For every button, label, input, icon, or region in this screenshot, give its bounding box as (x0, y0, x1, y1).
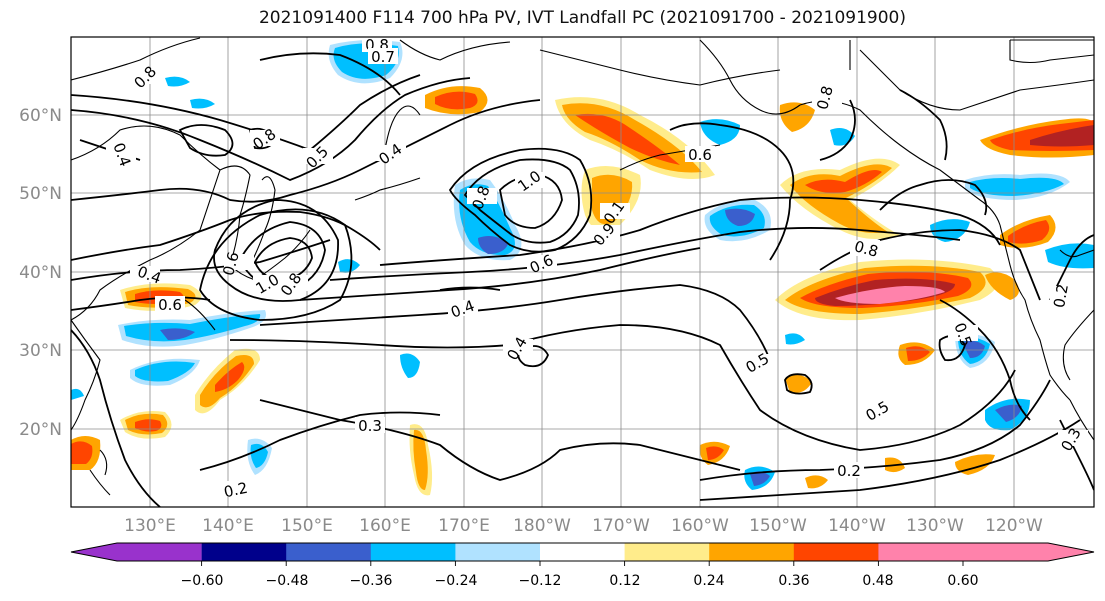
colorbar-tick-label: 0.36 (778, 573, 809, 589)
colorbar: −0.60 −0.48 −0.36 −0.24 −0.12 0.12 0.24 … (70, 542, 1095, 589)
lat-label: 50°N (19, 184, 62, 204)
colorbar-tick-label: 0.60 (947, 573, 978, 589)
colorbar-cell (793, 543, 879, 561)
map-title: 2021091400 F114 700 hPa PV, IVT Landfall… (258, 8, 906, 28)
lon-label: 160°W (671, 516, 729, 536)
lon-label: 170°W (592, 516, 650, 536)
contour-label: 0.8 (813, 84, 837, 112)
colorbar-cell (71, 543, 202, 561)
colorbar-cell (878, 543, 1094, 561)
contour-label: 0.2 (1050, 283, 1072, 310)
lon-label: 140°E (202, 516, 254, 536)
contour-label: 0.6 (219, 250, 243, 278)
colorbar-cell (455, 543, 541, 561)
colorbar-cells (71, 543, 1094, 561)
colorbar-cell (540, 543, 626, 561)
longitude-labels: 130°E 140°E 150°E 160°E 170°E 180°W 170°… (124, 516, 1043, 536)
lon-label: 150°W (749, 516, 807, 536)
contour-label: 0.8 (852, 237, 880, 261)
lon-label: 180°W (513, 516, 571, 536)
pv-contours (71, 52, 1094, 507)
contour-label: 0.6 (688, 146, 712, 164)
lat-label: 20°N (19, 420, 62, 440)
map-plot-area: 0.8 0.7 0.8 0.4 0.5 0.4 0.8 1.0 0.8 0.1 … (71, 37, 1094, 507)
colorbar-cell (201, 543, 287, 561)
colorbar-tick-label: 0.24 (693, 573, 724, 589)
colorbar-tick-label: −0.24 (435, 573, 478, 589)
lat-label: 60°N (19, 106, 62, 126)
colorbar-tick-label: 0.12 (609, 573, 640, 589)
lon-label: 140°W (828, 516, 886, 536)
lon-label: 120°W (985, 516, 1043, 536)
contour-label: 0.2 (837, 462, 861, 480)
contour-labels: 0.8 0.7 0.8 0.4 0.5 0.4 0.8 1.0 0.8 0.1 … (106, 37, 1088, 502)
lon-label: 130°W (906, 516, 964, 536)
colorbar-cell (709, 543, 795, 561)
contour-label: 0.3 (358, 417, 382, 435)
colorbar-cell (624, 543, 710, 561)
lon-label: 170°E (438, 516, 490, 536)
lon-label: 130°E (124, 516, 176, 536)
colorbar-outline (70, 542, 1095, 562)
colorbar-ticks (201, 561, 964, 566)
colorbar-tick-label: −0.36 (350, 573, 393, 589)
colorbar-cell (370, 543, 456, 561)
lat-label: 30°N (19, 341, 62, 361)
colorbar-tick-label: 0.48 (862, 573, 893, 589)
lon-label: 150°E (281, 516, 333, 536)
contour-label: 0.6 (158, 296, 182, 314)
colorbar-labels: −0.60 −0.48 −0.36 −0.24 −0.12 0.12 0.24 … (181, 573, 979, 589)
colorbar-tick-label: −0.60 (181, 573, 224, 589)
colorbar-tick-label: −0.48 (266, 573, 309, 589)
latitude-labels: 60°N 50°N 40°N 30°N 20°N (19, 106, 62, 440)
lat-label: 40°N (19, 263, 62, 283)
map-frame (70, 36, 1095, 508)
contour-label: 0.2 (222, 479, 249, 502)
colorbar-tick-label: −0.12 (519, 573, 562, 589)
lon-label: 160°E (359, 516, 411, 536)
colorbar-cell (286, 543, 372, 561)
contour-label: 0.7 (371, 48, 395, 66)
